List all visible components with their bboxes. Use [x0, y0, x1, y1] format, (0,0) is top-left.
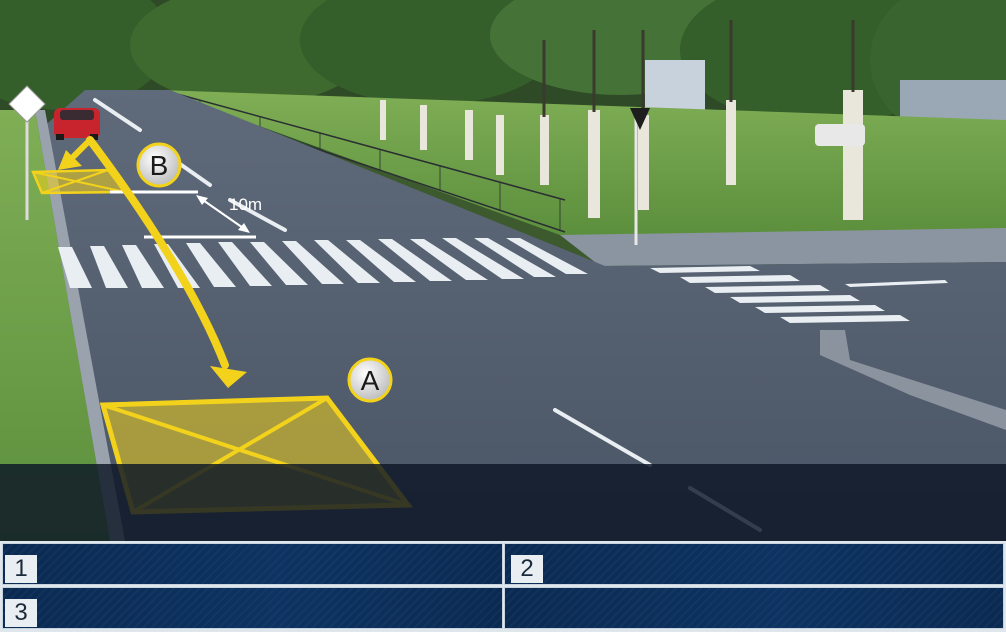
answer-option-2[interactable]: 2 — [504, 543, 1004, 585]
crosswalk — [58, 238, 588, 288]
pedestrian-crossing-sign — [630, 108, 650, 245]
crosswalk-right — [650, 266, 948, 323]
marker-b-label: B — [150, 150, 169, 181]
marker-a-label: A — [361, 365, 380, 396]
answer-option-4[interactable] — [504, 587, 1004, 629]
path-arrow — [58, 136, 247, 388]
driving-scene: 10m B A — [0, 0, 1006, 541]
answer-number: 2 — [511, 555, 543, 583]
answer-number: 3 — [5, 599, 37, 627]
answer-number: 1 — [5, 555, 37, 583]
answer-option-3[interactable]: 3 — [2, 587, 503, 629]
distance-label: 10m — [229, 195, 262, 214]
sidewalk — [560, 228, 1006, 266]
answer-option-1[interactable]: 1 — [2, 543, 503, 585]
tree-trunks — [380, 90, 863, 220]
marker-a: A — [347, 357, 393, 403]
priority-road-sign — [8, 85, 46, 220]
red-car — [54, 108, 100, 140]
zone-b — [31, 168, 128, 195]
grass-right — [160, 90, 1006, 235]
marker-b: B — [136, 142, 182, 188]
question-area — [0, 464, 1006, 541]
